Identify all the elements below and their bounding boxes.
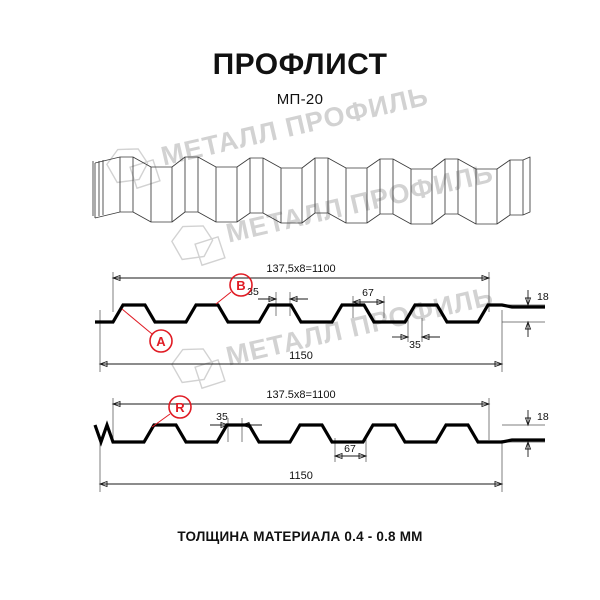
profile-path-bottom (93, 420, 545, 447)
marker-r: R (151, 395, 192, 428)
watermark-logo-icon-3 (171, 348, 214, 384)
watermark-logo-icon-4 (194, 358, 226, 390)
marker-r-label: R (175, 400, 185, 415)
dim-crest-label: 67 (362, 287, 374, 299)
dim-valley-left-top-section: 35 (247, 286, 308, 316)
dim-height-bottom-section: 18 (502, 410, 549, 457)
dim-pitch-label: 137,5x8=1100 (266, 263, 335, 275)
title-block: ПРОФЛИСТ МП-20 (0, 48, 600, 108)
dim-valley-left-label: 35 (247, 286, 259, 298)
dim-overall-bottom-section: 1150 (98, 440, 504, 492)
dim-pitch-top-section: 137,5x8=1100 (111, 263, 491, 312)
dim-overall-width-label-2: 1150 (289, 470, 313, 482)
dim-valley-right-top-section: 35 (392, 318, 440, 351)
dim-crest-label-2: 67 (344, 443, 356, 455)
dim-pitch-label-2: 137.5x8=1100 (266, 389, 335, 401)
marker-b-label: B (236, 278, 245, 293)
watermark-logo-icon-2 (194, 235, 226, 267)
marker-a-circle (149, 329, 173, 353)
marker-a-label: A (156, 334, 166, 349)
dim-height-label: 18 (537, 291, 549, 303)
dim-overall-width-label: 1150 (289, 350, 313, 362)
watermark-logo-icon-5 (106, 148, 149, 184)
page-title: ПРОФЛИСТ (212, 48, 388, 81)
watermark-logo-icon-6 (129, 158, 161, 190)
dim-height-label-2: 18 (537, 411, 549, 423)
dim-valley-right-label: 35 (409, 339, 421, 351)
marker-r-circle (168, 395, 192, 419)
watermark-logo-icon (171, 225, 214, 261)
dim-crest-top-section: 67 (351, 287, 386, 318)
marker-b-circle (229, 273, 253, 297)
dim-overall-top-section: 1150 (98, 310, 504, 372)
dim-pitch-bottom-section: 137.5x8=1100 (111, 389, 491, 440)
product-code: МП-20 (276, 91, 324, 108)
profile-path-top (95, 303, 545, 324)
dim-valley-label-2: 35 (216, 411, 228, 423)
marker-b: B (215, 273, 253, 305)
iso-sheet (92, 156, 531, 225)
material-thickness-note: ТОЛЩИНА МАТЕРИАЛА 0.4 - 0.8 ММ (177, 529, 423, 544)
marker-a: A (121, 308, 173, 353)
